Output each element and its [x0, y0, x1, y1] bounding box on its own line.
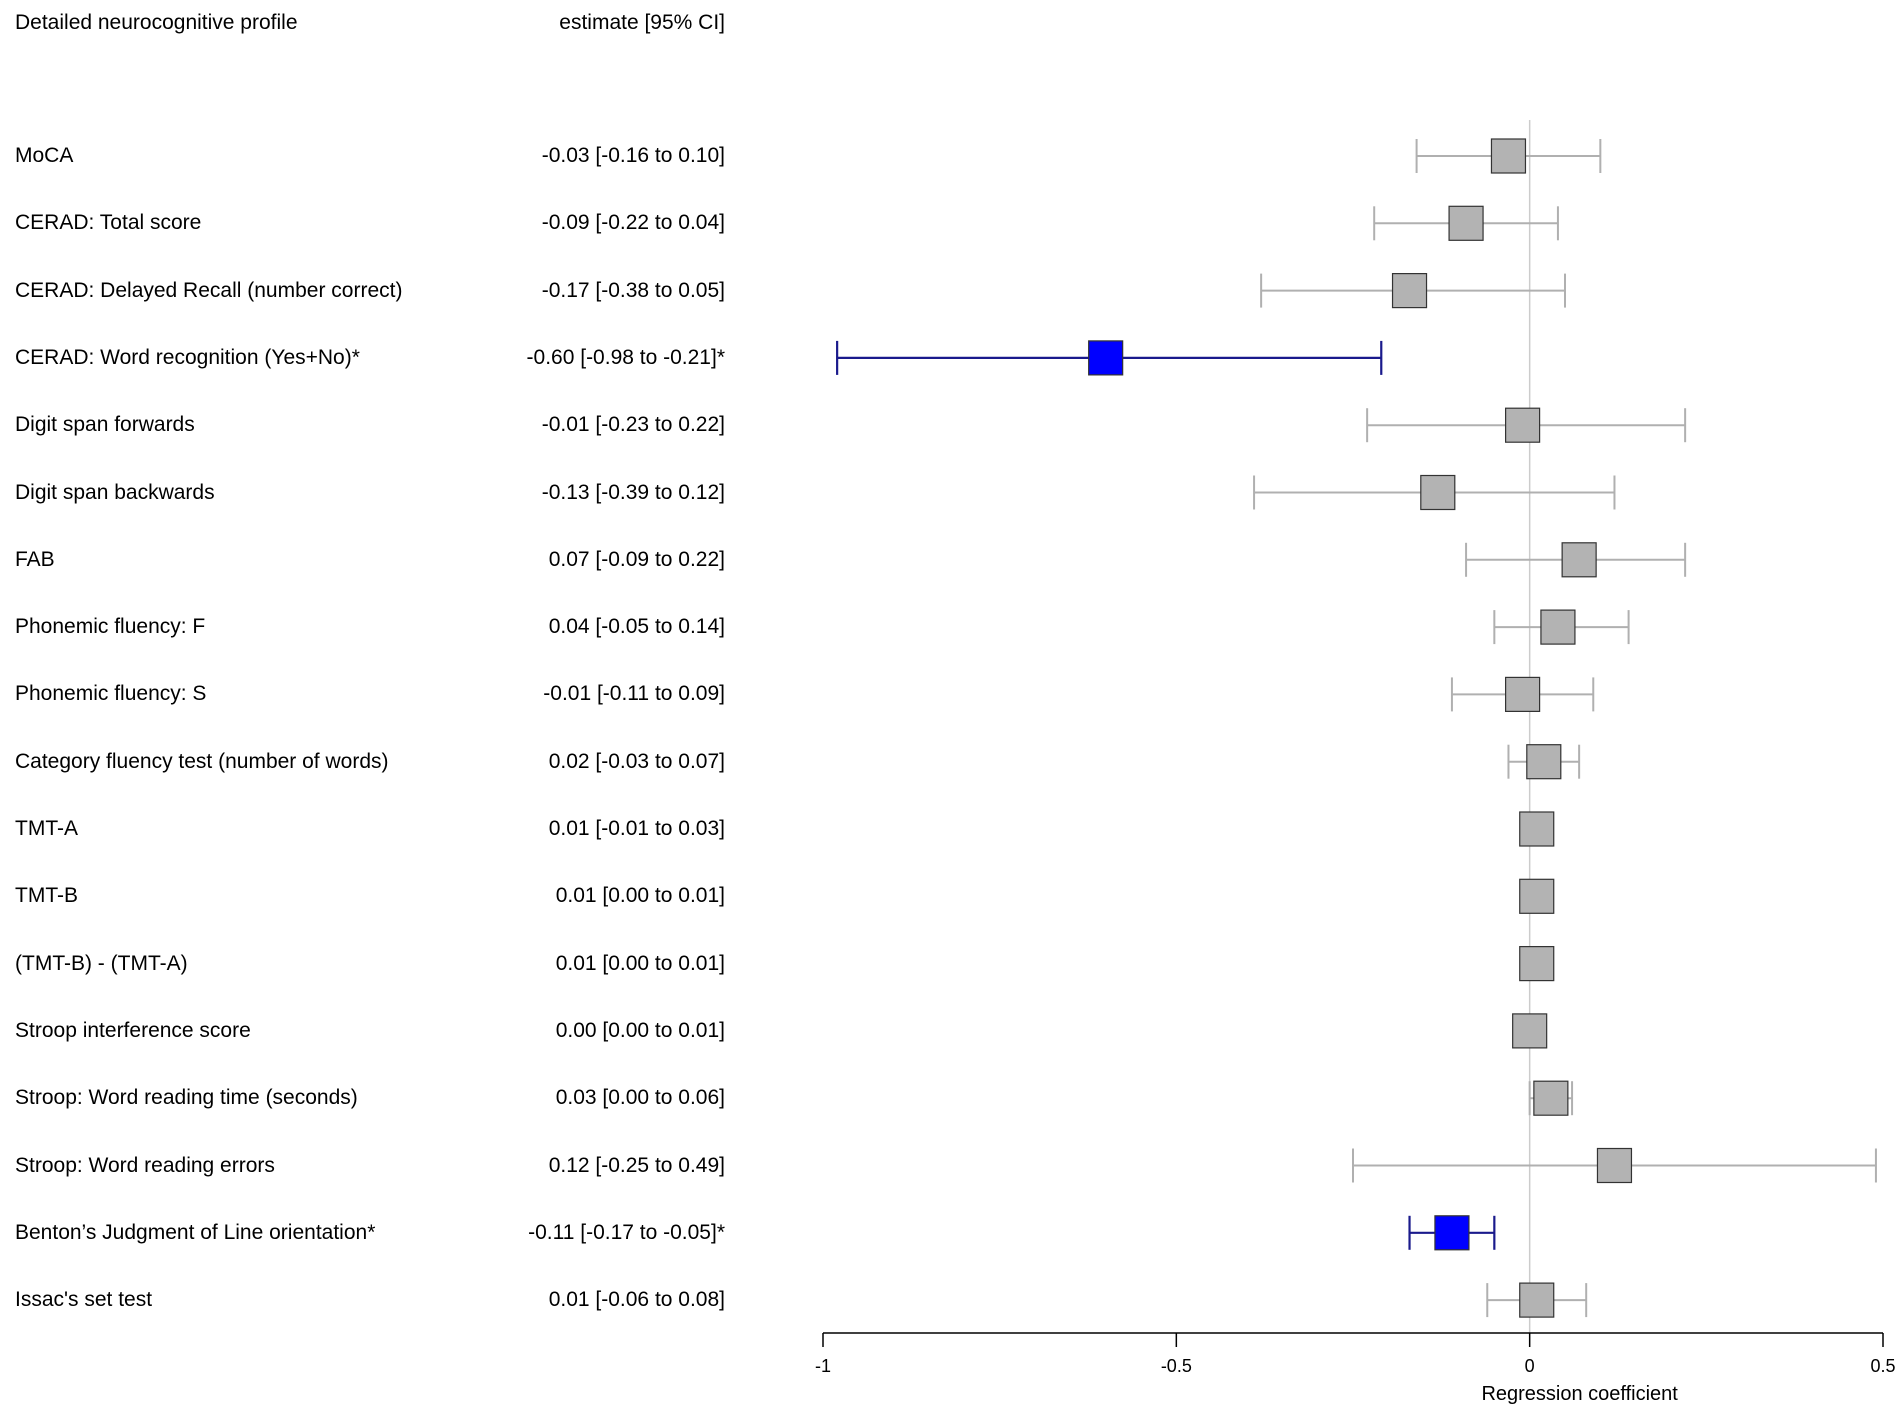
row-estimate: -0.13 [-0.39 to 0.12] [541, 480, 725, 504]
row-estimate: 0.01 [0.00 to 0.01] [555, 951, 725, 975]
row-estimate: -0.03 [-0.16 to 0.10] [541, 144, 725, 167]
row-label: Digit span forwards [15, 413, 195, 437]
estimate-box [1596, 1147, 1633, 1184]
row-estimate: 0.01 [-0.06 to 0.08] [548, 1288, 725, 1312]
row-estimate: 0.02 [-0.03 to 0.07] [548, 749, 725, 773]
estimate-box [1448, 205, 1484, 241]
x-axis-label: Regression coefficient [1481, 1383, 1678, 1405]
row-estimate: 0.04 [-0.05 to 0.14] [548, 615, 725, 639]
forest-table: MoCA CERAD: Total score CERAD: Delayed Rec… [0, 0, 760, 1409]
row-label: Stroop: Word reading time (seconds) [15, 1086, 358, 1110]
row-label: FAB [15, 547, 55, 571]
row-label: TMT-A [15, 817, 78, 840]
estimate-box [1540, 609, 1576, 645]
estimate-box [1391, 273, 1428, 309]
row-label: CERAD: Delayed Recall (number correct) [15, 278, 403, 302]
row-estimate: 0.03 [0.00 to 0.06] [555, 1086, 725, 1110]
row-label: TMT-B [15, 884, 78, 908]
row-label: Phonemic fluency: F [15, 615, 206, 639]
row-estimate: -0.17 [-0.38 to 0.05] [541, 278, 725, 302]
x-tick-label: 0.5 [1870, 1356, 1895, 1376]
row-estimate: 0.00 [0.00 to 0.01] [555, 1018, 725, 1042]
row-estimate: -0.01 [-0.23 to 0.22] [541, 413, 725, 437]
x-tick-label: -1 [815, 1356, 831, 1376]
column-header-measure: Detailed neurocognitive profile [15, 11, 298, 34]
estimate-box [1088, 340, 1124, 376]
row-label: Issac's set test [15, 1288, 153, 1312]
estimate-box [1512, 1013, 1548, 1049]
row-estimate: 0.12 [-0.25 to 0.49] [548, 1153, 725, 1177]
estimate-box [1420, 474, 1456, 511]
estimate-box [1519, 811, 1555, 847]
row-label: MoCA [15, 144, 74, 167]
row-estimate: 0.01 [0.00 to 0.01] [555, 884, 725, 908]
estimate-box [1504, 676, 1541, 713]
row-estimate: -0.09 [-0.22 to 0.04] [541, 211, 725, 235]
estimate-box [1519, 945, 1555, 982]
row-label: (TMT-B) - (TMT-A) [15, 951, 188, 975]
row-estimate: -0.01 [-0.11 to 0.09] [543, 682, 725, 706]
estimate-box [1526, 744, 1562, 780]
row-estimate: 0.01 [-0.01 to 0.03] [548, 817, 725, 840]
row-label: Category fluency test (number of words) [15, 749, 389, 773]
estimate-box [1561, 542, 1597, 578]
column-header-estimate: estimate [95% CI] [559, 11, 725, 34]
row-estimate: -0.60 [-0.98 to -0.21]* [526, 345, 725, 369]
estimate-box [1504, 407, 1541, 443]
estimate-box [1490, 138, 1527, 174]
row-label: Stroop: Word reading errors [15, 1153, 275, 1177]
row-label: CERAD: Total score [15, 211, 202, 235]
estimate-box [1519, 878, 1555, 914]
row-label: Benton’s Judgment of Line orientation* [15, 1220, 376, 1244]
row-label: CERAD: Word recognition (Yes+No)* [15, 345, 360, 369]
estimate-box [1434, 1215, 1470, 1251]
x-tick-label: -0.5 [1161, 1356, 1192, 1376]
row-estimate: -0.11 [-0.17 to -0.05]* [528, 1220, 725, 1244]
row-estimate: 0.07 [-0.09 to 0.22] [548, 547, 725, 571]
row-label: Phonemic fluency: S [15, 682, 207, 706]
estimate-box [1519, 1282, 1555, 1318]
row-label: Stroop interference score [15, 1018, 251, 1042]
row-label: Digit span backwards [15, 480, 215, 504]
x-tick-label: 0 [1525, 1356, 1535, 1376]
estimate-box [1533, 1080, 1569, 1116]
